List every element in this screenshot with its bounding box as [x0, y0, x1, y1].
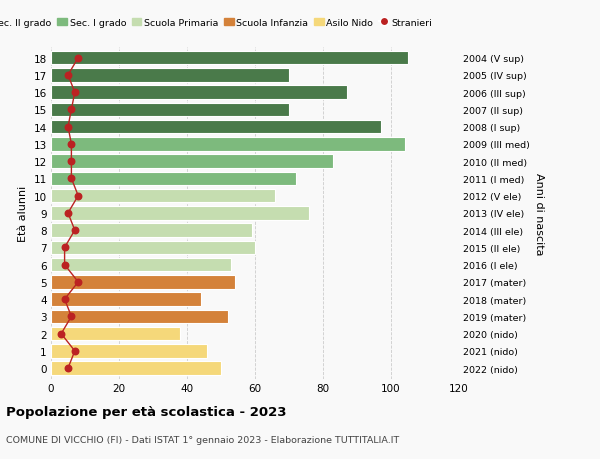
Point	[60, 261, 70, 269]
Bar	[51, 52, 408, 65]
Point	[67, 106, 76, 114]
Point	[73, 193, 83, 200]
Bar	[51, 344, 208, 358]
Point	[63, 364, 73, 372]
Point	[67, 175, 76, 183]
Bar	[51, 275, 235, 289]
Text: Popolazione per età scolastica - 2023: Popolazione per età scolastica - 2023	[6, 405, 287, 419]
Bar	[51, 155, 333, 168]
Bar	[51, 207, 310, 220]
Point	[70, 227, 80, 234]
Bar	[51, 224, 251, 237]
Point	[63, 123, 73, 131]
Point	[60, 244, 70, 252]
Point	[73, 279, 83, 286]
Bar	[51, 138, 404, 151]
Point	[63, 72, 73, 79]
Bar	[51, 86, 347, 100]
Point	[60, 296, 70, 303]
Legend: Sec. II grado, Sec. I grado, Scuola Primaria, Scuola Infanzia, Asilo Nido, Stran: Sec. II grado, Sec. I grado, Scuola Prim…	[0, 15, 436, 31]
Point	[67, 158, 76, 165]
Point	[63, 210, 73, 217]
Bar	[51, 258, 231, 272]
Bar	[51, 172, 296, 186]
Bar	[51, 327, 180, 341]
Bar	[51, 241, 255, 255]
Bar	[51, 310, 228, 324]
Bar	[51, 69, 289, 83]
Bar	[51, 362, 221, 375]
Y-axis label: Età alunni: Età alunni	[18, 185, 28, 241]
Point	[70, 89, 80, 96]
Point	[67, 141, 76, 148]
Bar	[51, 121, 381, 134]
Bar	[51, 293, 200, 306]
Text: COMUNE DI VICCHIO (FI) - Dati ISTAT 1° gennaio 2023 - Elaborazione TUTTITALIA.IT: COMUNE DI VICCHIO (FI) - Dati ISTAT 1° g…	[6, 435, 399, 443]
Point	[73, 55, 83, 62]
Point	[70, 347, 80, 355]
Y-axis label: Anni di nascita: Anni di nascita	[534, 172, 544, 255]
Bar	[51, 103, 289, 117]
Point	[56, 330, 66, 338]
Bar	[51, 190, 275, 203]
Point	[67, 313, 76, 320]
